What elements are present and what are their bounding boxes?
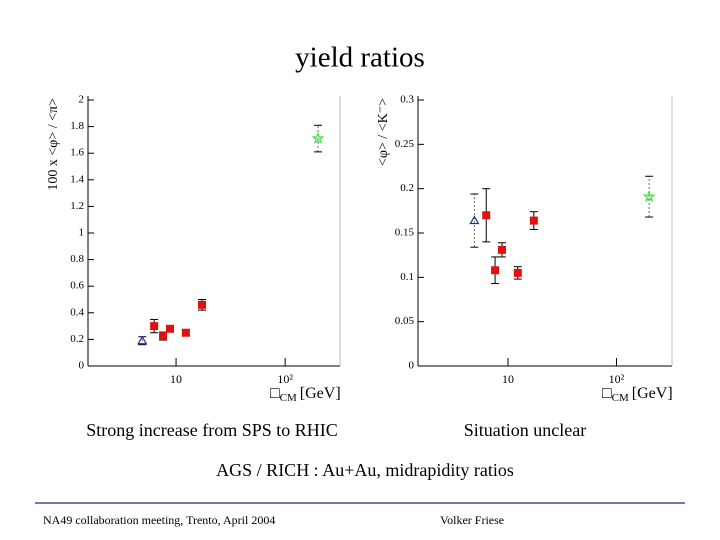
x-axis-label-unit: [GeV] (632, 385, 673, 402)
y-tick-label: 0.2 (70, 333, 84, 345)
y-axis-label: <φ> / <K⁻> (376, 98, 391, 166)
x-axis-label-sub: CM (612, 392, 629, 404)
x-axis-label-symbol: □ (270, 385, 280, 402)
note: AGS / RICH : Au+Au, midrapidity ratios (216, 460, 514, 480)
x-tick-label: 10 (502, 372, 514, 386)
y-tick-label: 1.8 (70, 120, 84, 132)
marker-star (311, 131, 325, 145)
marker-square (165, 324, 174, 333)
marker-square (482, 211, 491, 220)
x-axis-label-sub: CM (280, 392, 297, 404)
marker-square (529, 216, 538, 225)
marker-square (497, 245, 506, 254)
x-axis-label: □CM [GeV] (602, 385, 673, 404)
footer-right: Volker Friese (440, 513, 504, 527)
y-tick-label: 0.3 (400, 94, 414, 106)
marker-square (491, 266, 500, 275)
marker-square (181, 328, 190, 337)
x-tick-label: 10² (277, 372, 293, 386)
x-axis-label: □CM [GeV] (270, 385, 341, 404)
y-axis-label: 100 x <φ> / <π> (46, 98, 61, 191)
y-tick-label: 1.6 (70, 147, 84, 159)
y-tick-label: 0.15 (395, 227, 415, 239)
y-tick-label: 0.6 (70, 280, 84, 292)
x-axis-label-unit: [GeV] (300, 385, 341, 402)
y-tick-label: 1 (79, 227, 85, 239)
marker-triangle (137, 335, 148, 345)
y-tick-label: 0.8 (70, 253, 84, 265)
y-tick-label: 1.2 (70, 200, 84, 212)
y-tick-label: 0.2 (400, 182, 414, 194)
marker-square (150, 322, 159, 331)
marker-star (642, 189, 656, 203)
y-tick-label: 0.1 (400, 271, 414, 283)
x-tick-label: 10 (170, 372, 182, 386)
caption: Strong increase from SPS to RHIC (86, 420, 338, 440)
y-tick-label: 0.4 (70, 306, 84, 318)
y-tick-label: 0.05 (395, 315, 415, 327)
caption: Situation unclear (464, 420, 586, 440)
slide-title: yield ratios (295, 42, 425, 74)
footer-left: NA49 collaboration meeting, Trento, Apri… (43, 513, 275, 527)
marker-square (198, 300, 207, 309)
x-tick-label: 10² (609, 372, 625, 386)
y-tick-label: 0 (79, 360, 85, 372)
y-tick-label: 0.25 (395, 138, 415, 150)
marker-square (159, 332, 168, 341)
marker-triangle (469, 215, 480, 225)
y-tick-label: 2 (79, 94, 85, 106)
x-axis-label-symbol: □ (602, 385, 612, 402)
y-tick-label: 1.4 (70, 173, 84, 185)
y-tick-label: 0 (409, 360, 415, 372)
marker-square (513, 268, 522, 277)
